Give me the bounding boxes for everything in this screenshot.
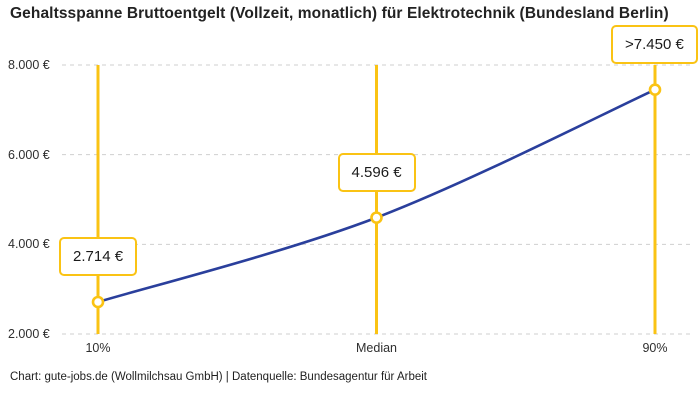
y-axis-tick-label: 8.000 € bbox=[8, 58, 50, 72]
x-axis-tick-label: 10% bbox=[85, 341, 111, 355]
chart-source: Chart: gute-jobs.de (Wollmilchsau GmbH) … bbox=[10, 371, 427, 383]
x-axis-tick-label: 90% bbox=[642, 341, 668, 355]
data-point-marker bbox=[648, 83, 662, 96]
y-axis-tick-label: 4.000 € bbox=[8, 237, 50, 252]
data-point-value-label: 2.714 € bbox=[59, 236, 138, 276]
data-point-value-label: 4.596 € bbox=[337, 152, 416, 192]
data-point-marker bbox=[91, 295, 105, 309]
data-point-value-label: >7.450 € bbox=[611, 24, 698, 64]
data-point-marker bbox=[370, 211, 383, 224]
y-axis-tick-label: 2.000 € bbox=[8, 327, 50, 341]
chart-title: Gehaltsspanne Bruttoentgelt (Vollzeit, m… bbox=[10, 5, 669, 22]
y-axis-tick-label: 6.000 € bbox=[8, 147, 50, 162]
x-axis-tick-label: Median bbox=[356, 341, 397, 355]
